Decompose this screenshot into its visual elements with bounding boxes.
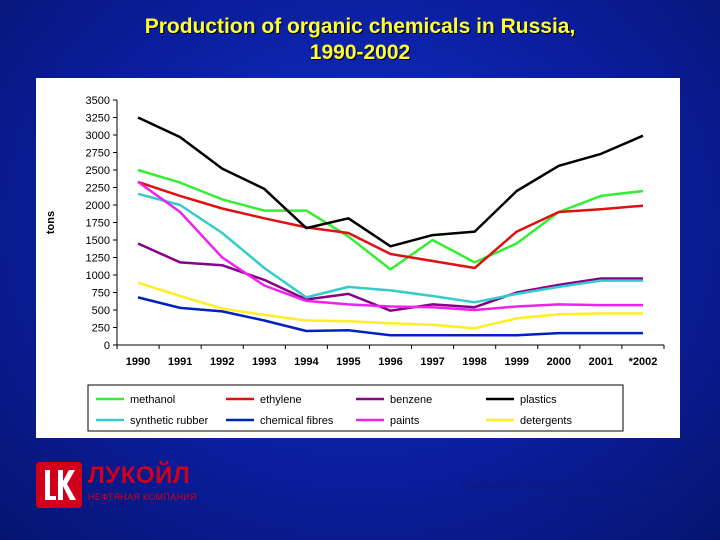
- company-name-line1: Закрытое акционерное общество: [460, 477, 672, 491]
- x-tick-label: 1993: [252, 356, 276, 368]
- slide-title: Production of organic chemicals in Russi…: [0, 14, 720, 66]
- company-name: Закрытое акционерное общество "ЛУКОЙЛ-Не…: [461, 475, 672, 511]
- x-tick-label: 1997: [420, 356, 444, 368]
- series-line-ethylene: [137, 180, 644, 270]
- company-name-line2: "ЛУКОЙЛ-Нефтехим": [540, 495, 672, 509]
- y-tick-label: 750: [92, 288, 110, 300]
- x-tick-label: 1995: [336, 356, 360, 368]
- slide-title-line2: 1990-2002: [309, 41, 411, 64]
- legend-label: detergents: [520, 415, 572, 427]
- x-tick-label: 1990: [126, 356, 150, 368]
- x-tick-label: 1994: [294, 356, 319, 368]
- legend-label: paints: [390, 415, 420, 427]
- logo-name: ЛУКОЙЛ: [88, 462, 191, 489]
- x-tick-label: 1996: [378, 356, 402, 368]
- series-line-benzene: [137, 242, 643, 312]
- y-tick-label: 2500: [86, 165, 110, 177]
- y-tick-label: 1500: [86, 235, 110, 247]
- logo-subtitle: НЕФТЯНАЯ КОМПАНИЯ: [88, 492, 197, 502]
- x-tick-label: 1999: [504, 356, 528, 368]
- x-tick-label: 1992: [210, 356, 234, 368]
- y-tick-label: 2250: [86, 183, 110, 195]
- series-line-plastics: [137, 116, 644, 248]
- legend-label: benzene: [390, 394, 432, 406]
- y-tick-label: 1250: [86, 253, 110, 265]
- slide-title-line1: Production of organic chemicals in Russi…: [144, 15, 576, 38]
- legend: [87, 384, 624, 432]
- y-tick-label: 250: [92, 323, 110, 335]
- chart-panel: 0 250 500 750 1000 1250 1500 1750 2000 2250 2500 27…: [36, 78, 680, 438]
- series-line-paints: [137, 180, 643, 312]
- y-tick-label: 0: [104, 340, 110, 352]
- y-tick-label: 3250: [86, 113, 110, 125]
- legend-label: methanol: [130, 394, 175, 406]
- lukoil-emblem-icon: [36, 462, 82, 508]
- y-tick-label: 3500: [86, 95, 110, 107]
- footer: ЛУКОЙЛ НЕФТЯНАЯ КОМПАНИЯ Закрытое акцион…: [0, 450, 720, 540]
- legend-label: plastics: [520, 394, 557, 406]
- x-tick-label: 2000: [547, 356, 571, 368]
- y-axis-label: tons: [45, 211, 57, 234]
- y-tick-label: 1000: [86, 270, 110, 282]
- legend-label: synthetic rubber: [130, 415, 209, 427]
- line-chart: 0 250 500 750 1000 1250 1500 1750 2000 2250 2500 27…: [45, 95, 665, 432]
- legend-label: ethylene: [260, 394, 302, 406]
- series-line-synthetic-rubber: [137, 192, 643, 304]
- x-tick-label: 1998: [462, 356, 486, 368]
- x-tick-label: 2001: [589, 356, 613, 368]
- y-tick-label: 3000: [86, 130, 110, 142]
- y-tick-label: 2000: [86, 200, 110, 212]
- series-line-chemical-fibres: [137, 296, 643, 337]
- x-tick-label: 1991: [168, 356, 192, 368]
- y-tick-label: 1750: [86, 218, 110, 230]
- y-tick-label: 500: [92, 305, 110, 317]
- x-tick-label: *2002: [629, 356, 658, 368]
- y-tick-label: 2750: [86, 148, 110, 160]
- series-line-detergents: [137, 281, 643, 330]
- legend-label: chemical fibres: [260, 415, 334, 427]
